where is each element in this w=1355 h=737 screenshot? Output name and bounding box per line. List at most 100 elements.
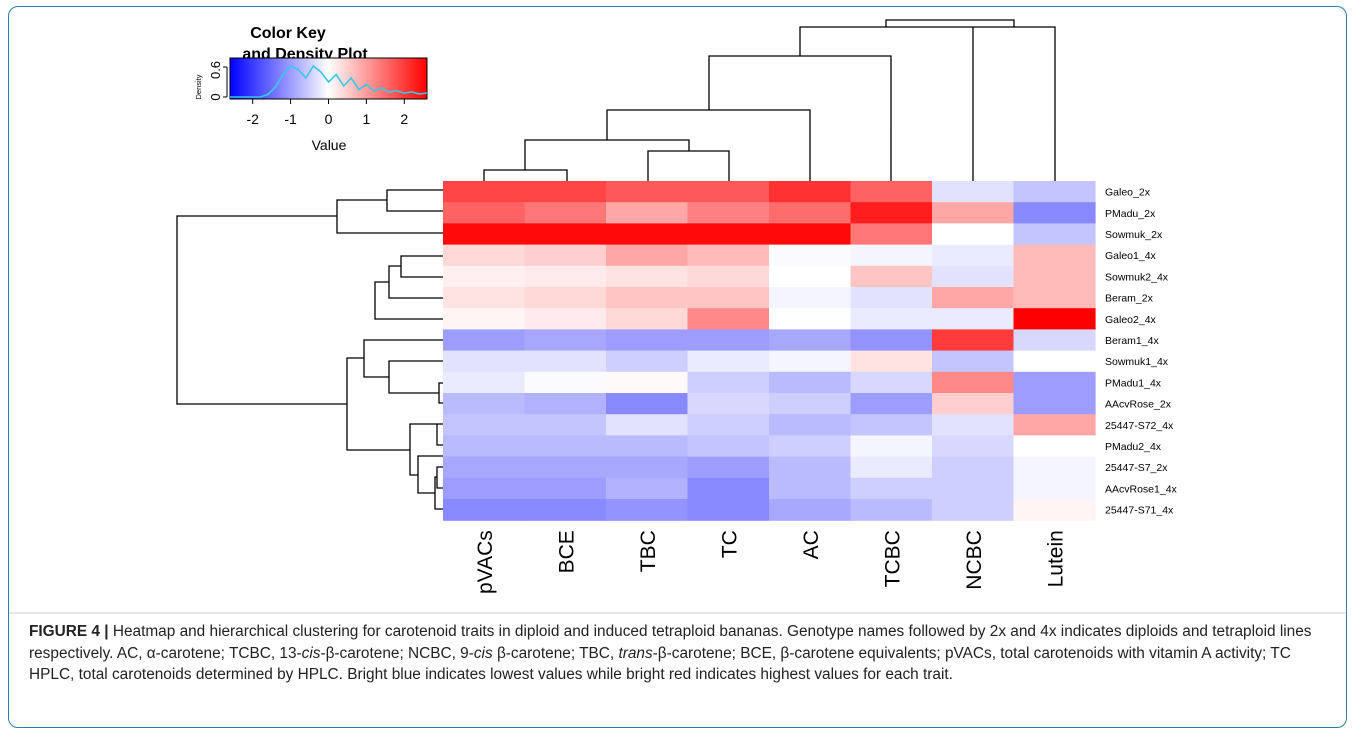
heatmap-cell: [932, 223, 1015, 246]
heatmap-cell: [524, 435, 607, 458]
heatmap-cell: [606, 202, 689, 224]
row-label: PMadu_2x: [1105, 208, 1156, 220]
caption-part-1: Heatmap and hierarchical clustering for …: [29, 623, 1312, 662]
heatmap-cell: [1013, 202, 1096, 224]
heatmap-cell: [524, 202, 607, 224]
heatmap-cell: [606, 181, 689, 203]
heatmap-cell: [1013, 393, 1096, 415]
heatmap-cell: [850, 223, 933, 246]
column-label: TCBC: [881, 530, 904, 587]
heatmap-cell: [1013, 414, 1096, 436]
heatmap-cell: [687, 223, 770, 246]
color-key-title: Color Key: [250, 25, 326, 42]
heatmap-figure: Color Key and Density Plot Density 0 0.6…: [176, 19, 1178, 594]
heatmap-cell: [769, 350, 852, 373]
heatmap-cell: [606, 223, 689, 246]
figure-frame: Color Key and Density Plot Density 0 0.6…: [8, 6, 1347, 728]
heatmap-cell: [850, 435, 933, 458]
heatmap-cell: [443, 223, 526, 246]
value-ticks: -2 -1 0 1 2: [246, 99, 408, 127]
heatmap-cell: [850, 499, 933, 521]
heatmap-cell: [769, 181, 852, 203]
heatmap-cell: [850, 477, 933, 500]
heatmap-cell: [443, 244, 526, 267]
heatmap-cell: [443, 393, 526, 415]
heatmap-cell: [687, 371, 770, 394]
caption-divider: [9, 612, 1346, 614]
heatmap-cell: [524, 371, 607, 394]
heatmap-cell: [1013, 477, 1096, 500]
heatmap-cell: [524, 414, 607, 436]
row-label: Galeo1_4x: [1105, 250, 1157, 262]
caption-part-4: -β-carotene; BCE, β-carotene equivalents…: [29, 644, 1291, 684]
heatmap-cell: [606, 456, 689, 479]
heatmap-cell: [769, 499, 852, 521]
column-label: BCE: [555, 530, 578, 573]
density-curve: [230, 64, 428, 98]
heatmap-cell: [606, 350, 689, 373]
heatmap-cell: [1013, 223, 1096, 246]
value-axis-label: Value: [312, 137, 347, 153]
heatmap-cell: [687, 265, 770, 288]
heatmap-cell: [524, 223, 607, 246]
caption-italic-2: cis: [473, 644, 493, 662]
column-label: TBC: [637, 530, 660, 572]
row-labels: Galeo_2x PMadu_2x Sowmuk_2x Galeo1_4x Sowmuk…: [1105, 187, 1178, 517]
heatmap-cell: [524, 287, 607, 309]
heatmap-cell: [687, 499, 770, 521]
row-label: Galeo_2x: [1105, 187, 1151, 199]
heatmap-cell: [524, 350, 607, 373]
heatmap-cell: [687, 244, 770, 267]
heatmap-cell: [687, 181, 770, 203]
heatmap-cell: [932, 329, 1015, 352]
heatmap-cell: [443, 371, 526, 394]
color-key: Color Key and Density Plot Density 0 0.6…: [194, 25, 428, 153]
heatmap-cell: [932, 414, 1015, 436]
heatmap-cell: [524, 265, 607, 288]
heatmap-cell: [1013, 371, 1096, 394]
heatmap-cell: [443, 499, 526, 521]
row-label: Sowmuk2_4x: [1105, 271, 1169, 283]
heatmap-cell: [524, 456, 607, 479]
heatmap-cell: [769, 244, 852, 267]
col-dendro-branches: [483, 19, 1056, 181]
heatmap-cell: [687, 477, 770, 500]
heatmap-cell: [606, 308, 689, 330]
heatmap-cell: [932, 435, 1015, 458]
heatmap-cell: [687, 202, 770, 224]
heatmap-cell: [1013, 435, 1096, 458]
row-label: 25447-S7_2x: [1105, 462, 1168, 474]
heatmap-cell: [687, 308, 770, 330]
density-axis-label: Density: [194, 74, 203, 99]
caption-italic-3: trans: [618, 644, 653, 662]
row-label: AAcvRose_2x: [1105, 399, 1172, 411]
caption-lead: FIGURE 4 |: [29, 623, 109, 640]
heatmap-cell: [524, 477, 607, 500]
heatmap-cell: [850, 308, 933, 330]
density-tick-label-0: 0: [208, 93, 223, 100]
heatmap-cell: [769, 329, 852, 352]
column-dendrogram: [483, 19, 1056, 181]
column-label: TC: [718, 530, 741, 558]
heatmap-cell: [524, 308, 607, 330]
row-label: Sowmuk1_4x: [1105, 356, 1169, 368]
row-dendrogram: [176, 189, 443, 510]
heatmap-cell: [769, 265, 852, 288]
heatmap-cell: [606, 499, 689, 521]
heatmap-cell: [932, 265, 1015, 288]
heatmap-cell: [524, 499, 607, 521]
value-tick-label: 0: [325, 111, 333, 127]
heatmap-cell: [606, 287, 689, 309]
heatmap-cell: [850, 202, 933, 224]
heatmap-cell: [606, 244, 689, 267]
heatmap-cell: [606, 265, 689, 288]
heatmap-cell: [769, 202, 852, 224]
heatmap-cell: [850, 350, 933, 373]
heatmap-cell: [687, 329, 770, 352]
caption-part-3: β-carotene; TBC,: [492, 644, 619, 662]
heatmap-cell: [932, 350, 1015, 373]
column-label: Lutein: [1044, 530, 1067, 587]
heatmap-cell: [606, 477, 689, 500]
heatmap-cell: [1013, 329, 1096, 352]
heatmap-cell: [769, 435, 852, 458]
